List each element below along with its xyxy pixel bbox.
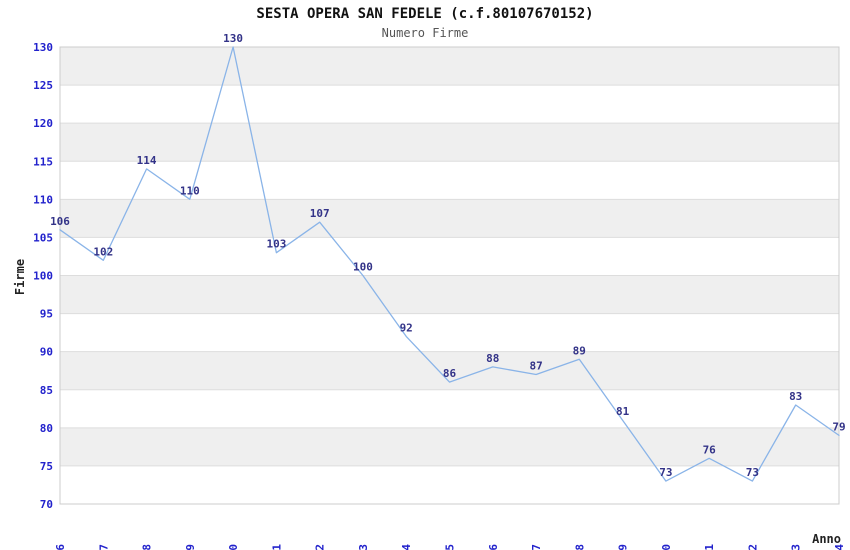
chart-title: SESTA OPERA SAN FEDELE (c.f.80107670152): [256, 6, 594, 22]
y-tick-label: 70: [40, 498, 53, 511]
x-tick-label: 2013: [357, 544, 370, 550]
data-point-label: 73: [659, 466, 672, 479]
x-tick-label: 2011: [270, 544, 283, 550]
plot-band: [60, 237, 839, 276]
data-point-label: 88: [486, 352, 499, 365]
x-tick-label: 2016: [487, 544, 500, 550]
data-point-label: 103: [266, 238, 286, 251]
data-point-label: 87: [529, 360, 542, 373]
data-point-label: 89: [573, 344, 586, 357]
data-point-label: 114: [137, 154, 157, 167]
data-point-label: 79: [832, 420, 845, 433]
x-tick-label: 2014: [400, 544, 413, 550]
data-point-label: 92: [400, 321, 413, 334]
plot-band: [60, 275, 839, 314]
plot-border: [59, 46, 840, 505]
plot-band: [60, 465, 839, 504]
y-tick-label: 95: [40, 308, 53, 321]
x-tick-label: 2021: [703, 544, 716, 550]
y-axis-label: Firme: [13, 259, 27, 295]
data-point-label: 73: [746, 466, 759, 479]
x-tick-label: 2009: [184, 544, 197, 550]
y-tick-label: 105: [33, 231, 53, 244]
x-tick-label: 2018: [573, 544, 586, 550]
data-point-label: 106: [50, 215, 70, 228]
x-tick-label: 2017: [530, 544, 543, 550]
plot-band: [60, 123, 839, 162]
x-axis-label: Anno: [812, 532, 841, 546]
chart-subtitle: Numero Firme: [381, 26, 469, 40]
y-tick-label: 125: [33, 79, 53, 92]
x-tick-label: 2006: [54, 544, 67, 550]
y-tick-label: 100: [33, 270, 53, 283]
data-point-label: 76: [703, 443, 717, 456]
data-point-label: 83: [789, 390, 802, 403]
data-point-label: 86: [443, 367, 457, 380]
x-tick-label: 2022: [746, 544, 759, 550]
plot-band: [60, 199, 839, 238]
y-tick-label: 75: [40, 460, 53, 473]
plot-band: [60, 47, 839, 86]
y-tick-label: 120: [33, 117, 53, 130]
x-tick-label: 2010: [227, 544, 240, 550]
plot-band: [60, 351, 839, 390]
x-tick-label: 2024: [833, 544, 846, 550]
data-line: [59, 46, 840, 482]
x-tick-label: 2023: [790, 544, 803, 550]
data-point-label: 110: [180, 184, 200, 197]
plot-band: [60, 161, 839, 200]
y-tick-label: 115: [33, 155, 53, 168]
x-tick-label: 2007: [97, 544, 110, 550]
x-tick-label: 2008: [141, 544, 154, 550]
y-tick-label: 110: [33, 193, 53, 206]
data-point-label: 100: [353, 261, 373, 274]
plot-band: [60, 427, 839, 466]
y-tick-label: 130: [33, 41, 53, 54]
data-point-label: 107: [310, 207, 330, 220]
data-point-label: 130: [223, 32, 243, 45]
x-tick-label: 2015: [444, 544, 457, 550]
x-tick-label: 2019: [617, 544, 630, 550]
plot-band: [60, 389, 839, 428]
data-point-label: 81: [616, 405, 630, 418]
y-tick-label: 85: [40, 384, 53, 397]
x-tick-label: 2020: [660, 544, 673, 550]
plot-band: [60, 85, 839, 124]
y-tick-label: 80: [40, 422, 53, 435]
data-point-label: 102: [93, 245, 113, 258]
y-tick-label: 90: [40, 346, 53, 359]
plot-band: [60, 313, 839, 352]
